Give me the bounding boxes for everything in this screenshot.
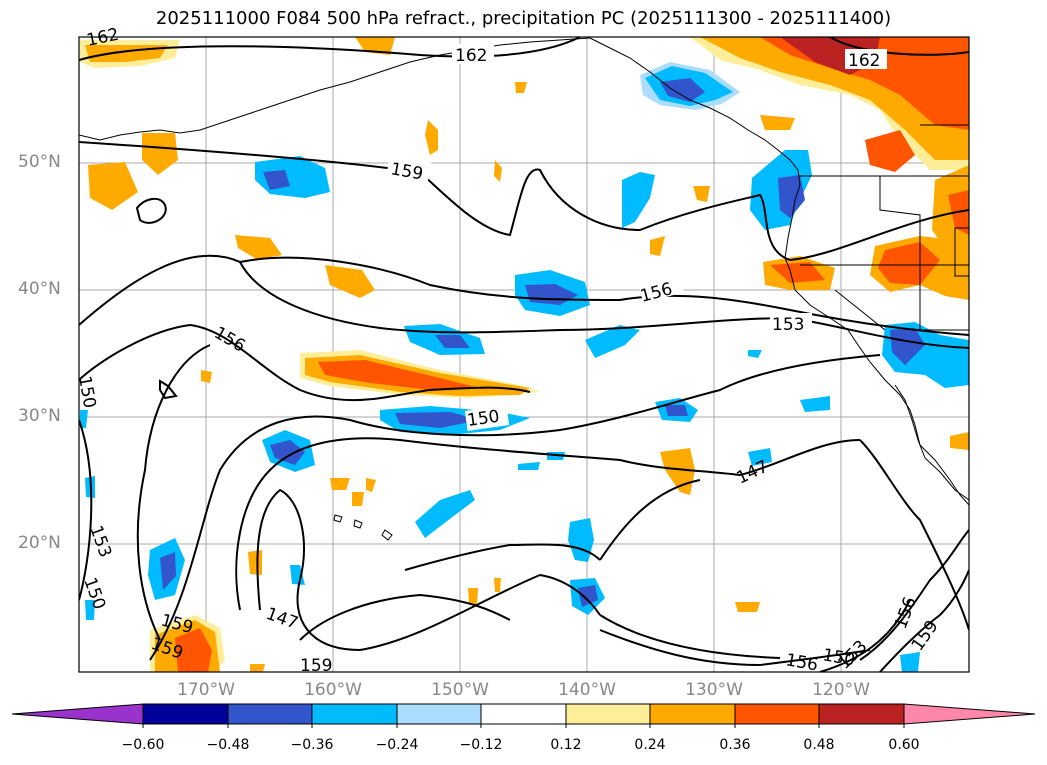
contour-label-group: 162 162 162 159 156 156 153 150 150 147 … xyxy=(74,25,943,676)
contours xyxy=(79,37,969,672)
contour-label: 153 xyxy=(772,315,804,335)
map-title: 2025111000 F084 500 hPa refract., precip… xyxy=(155,8,892,29)
colorbar-tick-label: −0.36 xyxy=(290,737,334,753)
contour-label: 150 xyxy=(79,575,109,612)
contour-label: 150 xyxy=(74,374,99,409)
colorbar-extend-high xyxy=(903,703,1036,725)
contour-label: 159 xyxy=(300,656,332,676)
colorbar-tick-label: −0.60 xyxy=(121,737,165,753)
latitude-label: 30°N xyxy=(18,406,61,426)
longitude-label: 130°W xyxy=(685,680,743,700)
longitude-label: 160°W xyxy=(304,680,362,700)
longitude-label: 150°W xyxy=(431,680,489,700)
borders xyxy=(800,124,969,331)
map-frame xyxy=(78,36,970,673)
latitude-label: 40°N xyxy=(18,279,61,299)
colorbar xyxy=(11,703,1036,725)
colorbar-tick-label: 0.48 xyxy=(803,737,835,753)
colorbar-tick-label: 0.24 xyxy=(634,737,666,753)
negative-anomaly-areas xyxy=(80,62,969,672)
latitude-label: 20°N xyxy=(18,533,61,553)
colorbar-tick-label: 0.60 xyxy=(888,737,920,753)
colorbar-extend-low xyxy=(11,703,144,725)
longitude-label: 170°W xyxy=(177,680,235,700)
latitude-label: 50°N xyxy=(18,152,61,172)
positive-anomaly-areas xyxy=(80,37,969,672)
contour-label: 147 xyxy=(263,604,300,634)
colorbar-ticks xyxy=(142,724,905,728)
contour-label: 162 xyxy=(455,46,487,66)
colorbar-tick-label: −0.24 xyxy=(375,737,419,753)
colorbar-tick-label: −0.12 xyxy=(459,737,503,753)
longitude-label: 140°W xyxy=(558,680,616,700)
longitude-label: 120°W xyxy=(812,680,870,700)
contour-label: 162 xyxy=(848,51,880,71)
colorbar-tick-label: 0.36 xyxy=(719,737,751,753)
gridlines xyxy=(79,37,969,672)
contour-label: 156 xyxy=(891,594,921,631)
contour-label: 159 xyxy=(389,159,424,184)
contour-label: 153 xyxy=(85,523,115,560)
coastlines xyxy=(79,37,969,541)
contour-label: 150 xyxy=(466,407,501,431)
colorbar-tick-label: 0.12 xyxy=(550,737,582,753)
colorbar-tick-label: −0.48 xyxy=(206,737,250,753)
